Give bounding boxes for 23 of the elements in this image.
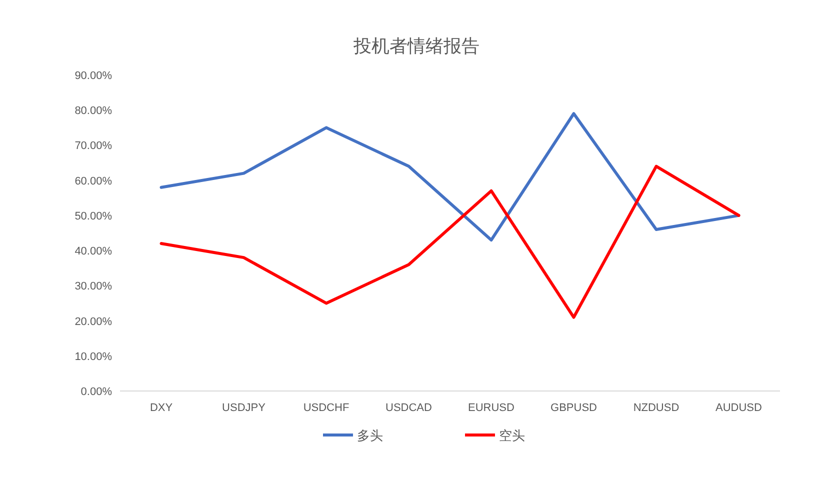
x-tick-label: NZDUSD [633, 402, 680, 414]
y-tick-label: 80.00% [74, 105, 112, 118]
y-tick-label: 50.00% [74, 210, 112, 222]
y-tick-label: 60.00% [74, 175, 112, 188]
x-tick-label: DXY [150, 402, 174, 414]
y-tick-label: 20.00% [74, 316, 112, 328]
y-tick-label: 90.00% [74, 70, 112, 82]
y-tick-label: 30.00% [74, 280, 112, 293]
y-tick-label: 0.00% [80, 386, 112, 398]
line-series [160, 164, 740, 319]
x-tick-label: USDCAD [386, 402, 432, 414]
y-tick-label: 40.00% [74, 246, 112, 258]
legend-label: 多头 [357, 428, 383, 443]
line-series [160, 112, 740, 242]
x-tick-label: EURUSD [468, 402, 515, 414]
x-tick-label: USDJPY [222, 402, 266, 414]
legend-label: 空头 [499, 428, 525, 443]
x-tick-label: AUDUSD [716, 402, 762, 414]
x-tick-label: USDCHF [303, 402, 350, 414]
y-tick-label: 70.00% [74, 140, 112, 152]
x-tick-label: GBPUSD [550, 402, 598, 414]
y-tick-label: 10.00% [74, 350, 112, 363]
chart-title: 投机者情绪报告 [352, 36, 480, 56]
